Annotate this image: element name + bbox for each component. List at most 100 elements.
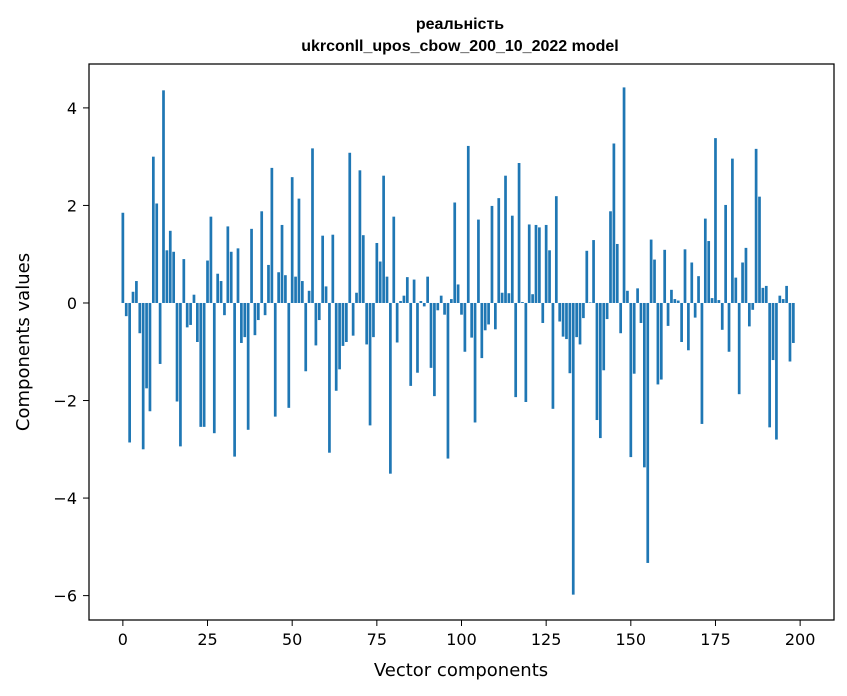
bar-18 [182, 259, 186, 303]
bar-71 [361, 235, 365, 303]
bar-198 [792, 302, 795, 343]
bar-192 [771, 302, 775, 361]
bar-127 [551, 302, 555, 409]
bar-179 [727, 302, 731, 352]
bar-5 [138, 302, 142, 334]
bar-120 [527, 224, 531, 303]
bar-107 [483, 302, 487, 331]
x-tick-label: 0 [118, 630, 128, 649]
bar-142 [602, 302, 606, 371]
bar-187 [754, 148, 758, 303]
bar-128 [554, 196, 558, 303]
bar-36 [243, 302, 247, 338]
bar-12 [162, 90, 165, 303]
x-tick-label: 25 [197, 630, 217, 649]
bar-1 [124, 302, 128, 317]
x-tick-label: 100 [446, 630, 477, 649]
bar-53 [300, 281, 304, 303]
bar-54 [304, 302, 308, 372]
bar-51 [294, 276, 297, 303]
bar-148 [622, 87, 626, 303]
bar-183 [741, 262, 744, 303]
bar-104 [473, 302, 477, 423]
bar-196 [785, 285, 788, 303]
bar-195 [781, 299, 785, 303]
bar-41 [260, 211, 264, 303]
bar-75 [375, 242, 379, 303]
bar-56 [311, 148, 314, 303]
bar-69 [355, 292, 358, 303]
bar-47 [280, 224, 284, 303]
bar-16 [175, 302, 179, 402]
bar-6 [141, 302, 145, 450]
bar-114 [507, 293, 511, 303]
x-tick-label: 200 [785, 630, 816, 649]
bar-139 [592, 240, 595, 303]
bar-137 [585, 250, 589, 303]
bar-17 [179, 302, 182, 447]
bar-111 [497, 198, 501, 303]
x-tick-label: 175 [700, 630, 731, 649]
bar-191 [768, 302, 772, 428]
bar-42 [263, 302, 267, 316]
bar-50 [290, 177, 294, 303]
bar-103 [470, 302, 474, 338]
bar-151 [632, 302, 636, 374]
bar-175 [714, 138, 717, 303]
bar-144 [609, 211, 612, 303]
bar-82 [399, 301, 402, 303]
bar-172 [703, 218, 707, 303]
bar-49 [287, 302, 291, 408]
y-axis-label: Components values [13, 253, 34, 431]
bar-99 [456, 284, 460, 303]
bar-80 [392, 216, 396, 303]
bar-166 [683, 249, 687, 303]
bar-27 [212, 302, 216, 434]
bar-98 [453, 202, 457, 303]
bar-186 [751, 302, 755, 310]
bar-44 [270, 167, 274, 303]
bars-group [121, 87, 795, 595]
bar-48 [284, 275, 287, 303]
bar-7 [145, 302, 148, 389]
bar-100 [460, 302, 463, 315]
bar-3 [131, 291, 135, 303]
bar-163 [673, 299, 677, 303]
bar-193 [775, 302, 778, 440]
bar-88 [419, 301, 423, 303]
bar-156 [649, 239, 653, 303]
bar-90 [426, 276, 429, 303]
bar-117 [517, 163, 521, 303]
bar-143 [605, 302, 609, 320]
bar-64 [338, 302, 341, 370]
bar-101 [463, 302, 467, 352]
bar-190 [764, 285, 768, 303]
bar-194 [778, 295, 782, 303]
bar-84 [405, 277, 409, 303]
bar-149 [626, 290, 629, 303]
y-tick-label: −2 [53, 392, 77, 411]
bar-63 [334, 302, 338, 391]
bar-67 [348, 152, 352, 303]
bar-14 [168, 230, 172, 303]
bar-112 [500, 292, 504, 303]
bar-115 [510, 215, 514, 303]
bar-94 [439, 295, 443, 303]
bar-124 [541, 302, 545, 323]
bar-78 [385, 276, 389, 303]
bar-153 [639, 302, 643, 323]
bar-171 [700, 302, 704, 424]
bar-30 [223, 302, 226, 316]
bar-102 [466, 145, 470, 303]
bar-46 [277, 272, 280, 303]
bar-164 [676, 300, 680, 303]
bar-133 [571, 302, 575, 595]
bar-159 [659, 302, 663, 380]
bar-121 [531, 294, 534, 303]
bar-70 [358, 170, 362, 303]
bar-68 [351, 302, 355, 336]
bar-181 [734, 277, 738, 303]
x-axis-ticks: 0 25 50 75 100 125 150 175 200 [118, 620, 816, 649]
bar-150 [629, 302, 633, 458]
bar-145 [612, 143, 616, 303]
